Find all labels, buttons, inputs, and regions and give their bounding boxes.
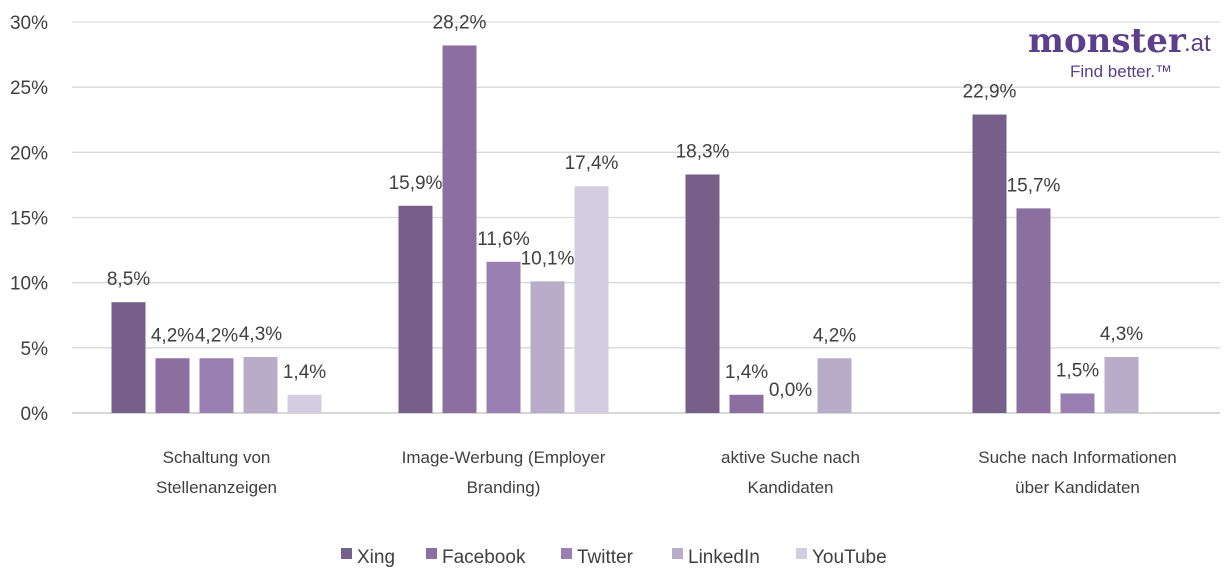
- category-label: Image-Werbung (Employer: [402, 448, 606, 467]
- logo-tagline: Find better.™: [1070, 62, 1172, 81]
- bar-xing: [111, 302, 146, 413]
- category-label: aktive Suche nach: [721, 448, 860, 467]
- bar-twitter: [199, 358, 234, 413]
- data-label: 4,3%: [1100, 324, 1143, 345]
- logo-suffix: .at: [1184, 30, 1211, 57]
- bar-youtube: [574, 186, 609, 413]
- y-tick-label: 10%: [10, 274, 48, 295]
- gridlines: [72, 21, 1220, 414]
- y-tick-label: 0%: [21, 404, 49, 425]
- data-label: 4,2%: [195, 325, 238, 346]
- y-tick-label: 30%: [10, 13, 48, 34]
- data-label: 1,4%: [283, 362, 326, 383]
- legend: Xing Facebook Twitter LinkedIn YouTube: [341, 547, 887, 568]
- category-label: Schaltung von: [163, 448, 271, 467]
- data-label: 1,4%: [725, 362, 768, 383]
- data-labels: 8,5%4,2% 4,2% 4,3%1,4%15,9%28,2%11,6%10,1%…: [107, 12, 1143, 401]
- legend-swatch-xing: [341, 548, 352, 559]
- legend-label-twitter: Twitter: [577, 547, 634, 568]
- bar-xing: [398, 205, 433, 413]
- data-label: 1,5%: [1056, 360, 1099, 381]
- data-label: 11,6%: [477, 229, 530, 250]
- category-label: über Kandidaten: [1015, 478, 1140, 497]
- data-label: 10,1%: [521, 248, 575, 269]
- data-label: 4,2%: [151, 325, 194, 346]
- bar-facebook: [729, 394, 764, 413]
- legend-swatch-twitter: [561, 548, 572, 559]
- bar-twitter: [1060, 393, 1095, 413]
- legend-label-xing: Xing: [357, 547, 395, 568]
- category-label: Suche nach Informationen: [978, 448, 1176, 467]
- data-label: 15,7%: [1007, 175, 1061, 196]
- category-labels: Schaltung von Stellenanzeigen Image-Werbun…: [156, 448, 1177, 497]
- data-label: 17,4%: [565, 153, 619, 174]
- y-tick-label: 5%: [21, 339, 49, 360]
- y-tick-label: 15%: [10, 209, 48, 230]
- bar-linkedin: [243, 356, 278, 413]
- legend-swatch-linkedin: [672, 548, 683, 559]
- category-label: Stellenanzeigen: [156, 478, 277, 497]
- data-label: 4,3%: [239, 324, 282, 345]
- legend-label-youtube: YouTube: [812, 547, 887, 568]
- category-label: Kandidaten: [747, 478, 833, 497]
- legend-label-linkedin: LinkedIn: [688, 547, 760, 568]
- data-label: 28,2%: [433, 12, 487, 33]
- monster-logo: monster .at Find better.™: [1028, 21, 1211, 81]
- legend-label-facebook: Facebook: [442, 547, 526, 568]
- logo-wordmark: monster: [1028, 21, 1187, 61]
- data-label: 8,5%: [107, 269, 150, 290]
- data-label: 4,2%: [813, 325, 856, 346]
- data-label: 22,9%: [963, 82, 1017, 103]
- bar-twitter: [486, 261, 521, 413]
- bar-linkedin: [530, 281, 565, 413]
- y-tick-label: 25%: [10, 78, 48, 99]
- bar-linkedin: [817, 358, 852, 413]
- bar-linkedin: [1104, 356, 1139, 413]
- y-tick-label: 20%: [10, 143, 48, 164]
- bar-youtube: [287, 394, 322, 413]
- data-label: 18,3%: [676, 141, 730, 162]
- y-axis: 0% 5% 10% 15% 20% 25% 30%: [10, 13, 48, 425]
- bar-xing: [972, 114, 1007, 413]
- legend-swatch-youtube: [796, 548, 807, 559]
- bar-facebook: [1016, 208, 1051, 413]
- legend-swatch-facebook: [426, 548, 437, 559]
- data-label: 15,9%: [389, 173, 443, 194]
- bar-facebook: [442, 45, 477, 414]
- data-label: 0,0%: [769, 380, 812, 401]
- bar-facebook: [155, 358, 190, 413]
- bars: [111, 45, 1139, 414]
- bar-xing: [685, 174, 720, 413]
- category-label: Branding): [467, 478, 541, 497]
